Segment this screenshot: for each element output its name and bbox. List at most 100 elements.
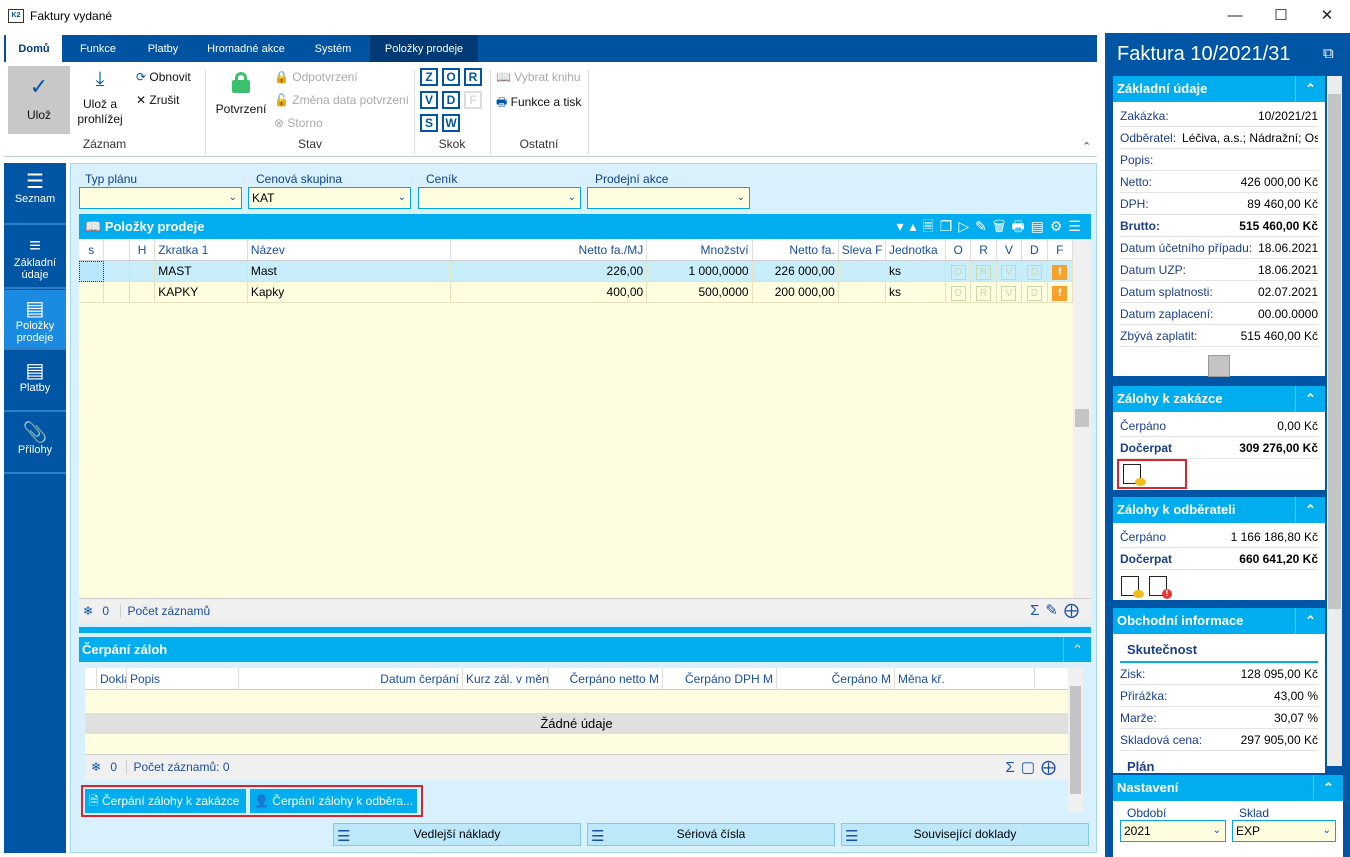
column-header[interactable]: s	[79, 239, 105, 261]
advance-warning-icon[interactable]: !	[1149, 576, 1172, 599]
tab-funkce[interactable]: Funkce	[79, 43, 117, 55]
advance-for-order-button[interactable]: 🗎 Čerpání zálohy k zakázce	[85, 789, 246, 813]
column-header[interactable]: Množství	[647, 239, 753, 261]
flag-v-icon[interactable]: V	[1001, 265, 1017, 280]
snowflake-icon[interactable]: ❄	[91, 760, 102, 774]
column-header[interactable]	[104, 239, 130, 261]
save-and-view-button[interactable]: ⤓ Ulož a prohlížej	[74, 68, 126, 127]
jump-o-button[interactable]: O	[442, 68, 460, 86]
flag-v-icon[interactable]: V	[1001, 286, 1017, 301]
items-grid-scrollbar[interactable]	[1073, 239, 1091, 598]
column-header[interactable]: Jednotka	[886, 239, 946, 261]
column-header[interactable]: O	[946, 239, 972, 261]
column-header[interactable]: Kurz zál. v měně F	[463, 668, 549, 690]
column-header[interactable]: Datum čerpání	[239, 668, 463, 690]
column-header[interactable]: Název	[248, 239, 452, 261]
flag-f-icon[interactable]: f	[1052, 286, 1068, 301]
confirm-button[interactable]: Potvrzení	[210, 72, 272, 116]
functions-print-button[interactable]: 🖶 Funkce a tisk	[496, 93, 581, 114]
grid-toolbar[interactable]: ▾▴🗏❐▷✎🗑🖶▤⚙☰	[896, 218, 1087, 234]
nav-zakladni-udaje[interactable]: ≡ Základní údaje	[4, 227, 66, 289]
souvisejici-doklady-button[interactable]: ☰ Související doklady	[841, 823, 1089, 846]
flag-f-icon[interactable]: f	[1052, 265, 1068, 280]
flag-o-icon[interactable]: O	[950, 286, 966, 301]
jump-z-button[interactable]: Z	[420, 68, 438, 86]
collapse-icon[interactable]: ⌃	[1295, 608, 1325, 634]
jump-d-button[interactable]: D	[442, 91, 460, 109]
advance-coins-icon[interactable]	[1123, 464, 1146, 486]
jump-v-button[interactable]: V	[420, 91, 438, 109]
tab-domu[interactable]: Domů	[6, 35, 62, 62]
advances-scrollbar[interactable]	[1068, 668, 1083, 812]
open-external-icon[interactable]: ⧉	[1323, 45, 1334, 62]
column-header[interactable]: Čerpáno netto M	[549, 668, 663, 690]
panel-scrollbar[interactable]	[1327, 76, 1342, 766]
jump-f-button[interactable]: F	[464, 91, 482, 109]
flag-o-icon[interactable]: O	[950, 265, 966, 280]
column-header[interactable]: Doklad	[97, 668, 127, 690]
tab-system[interactable]: Systém	[314, 43, 352, 55]
column-header[interactable]: V	[997, 239, 1023, 261]
cenik-select[interactable]: ⌄	[418, 187, 581, 209]
cenova-skupina-select[interactable]: KAT ⌄	[248, 187, 411, 209]
flag-d-icon[interactable]: D	[1026, 265, 1042, 280]
column-header[interactable]: Zkratka 1	[155, 239, 248, 261]
footer-tools[interactable]: Σ✎⨁	[1030, 602, 1085, 619]
column-header[interactable]: H	[130, 239, 156, 261]
nav-seznam[interactable]: ☰ Seznam	[4, 163, 66, 225]
advance-for-customer-button[interactable]: 👤 Čerpání zálohy k odběra...	[250, 789, 417, 813]
refresh-button[interactable]: ⟳ Obnovit	[136, 70, 191, 84]
table-row[interactable]: MAST Mast 226,00 1 000,0000 226 000,00 ks O R V D…	[79, 261, 1073, 282]
nav-platby[interactable]: ▤ Platby	[4, 352, 66, 412]
cancel-button[interactable]: ✕ Zrušit	[136, 93, 179, 107]
prodejni-akce-select[interactable]: ⌄	[587, 187, 750, 209]
column-header[interactable]: Netto fa./MJ	[451, 239, 648, 261]
jump-w-button[interactable]: W	[442, 114, 460, 132]
minimize-button[interactable]: —	[1227, 7, 1243, 24]
footer-tools[interactable]: Σ▢⨁	[1005, 759, 1062, 776]
tab-platby[interactable]: Platby	[147, 43, 179, 55]
snowflake-icon[interactable]: ❄	[83, 604, 94, 618]
collapse-icon[interactable]: ⌃	[1063, 637, 1091, 662]
flag-r-icon[interactable]: R	[976, 286, 992, 301]
collapse-icon[interactable]: ⌃	[1295, 497, 1325, 523]
collapse-ribbon-icon[interactable]: ⌃	[1082, 141, 1092, 153]
collapse-icon[interactable]: ⌃	[1295, 76, 1325, 102]
column-header[interactable]: R	[971, 239, 997, 261]
change-confirm-date-button[interactable]: 🔓 Změna data potvrzení	[274, 93, 410, 107]
column-header[interactable]: F	[1048, 239, 1073, 261]
obdobi-select[interactable]: 2021 ⌄	[1120, 820, 1226, 842]
blank-button[interactable]	[1208, 355, 1230, 377]
sklad-select[interactable]: EXP ⌄	[1232, 820, 1336, 842]
nav-polozky-prodeje[interactable]: ▤ Položky prodeje	[4, 290, 66, 350]
seriova-cisla-button[interactable]: ☰ Sériová čísla	[587, 823, 835, 846]
column-header[interactable]: D	[1022, 239, 1048, 261]
column-header[interactable]: Sleva F	[839, 239, 886, 261]
flag-d-icon[interactable]: D	[1026, 286, 1042, 301]
column-header[interactable]: Čerpáno M	[777, 668, 895, 690]
jump-r-button[interactable]: R	[464, 68, 482, 86]
collapse-icon[interactable]: ⌃	[1313, 775, 1343, 801]
storno-button[interactable]: ⊗ Storno	[274, 116, 323, 130]
close-button[interactable]: ✕	[1320, 7, 1334, 24]
column-header[interactable]: Popis	[127, 668, 239, 690]
advance-coins-icon[interactable]	[1121, 576, 1144, 598]
jump-s-button[interactable]: S	[420, 114, 438, 132]
tab-hromadne-akce[interactable]: Hromadné akce	[207, 43, 285, 55]
column-header[interactable]: Čerpáno DPH M	[663, 668, 777, 690]
nav-prilohy[interactable]: 📎 Přílohy	[4, 414, 66, 474]
tab-polozky-prodeje[interactable]: Položky prodeje	[370, 35, 478, 62]
unconfirm-button[interactable]: 🔒 Odpotvrzení	[274, 70, 358, 84]
typ-planu-select[interactable]: ⌄	[79, 187, 242, 209]
column-header[interactable]: Netto fa.	[753, 239, 839, 261]
splitter[interactable]	[79, 627, 1091, 633]
column-header[interactable]: Měna kř.	[895, 668, 1035, 690]
save-button[interactable]: ✓ Ulož	[8, 66, 70, 134]
table-row[interactable]: KAPKY Kapky 400,00 500,0000 200 000,00 ks O R V D…	[79, 282, 1073, 303]
select-book-button[interactable]: 📖 Vybrat knihu	[496, 70, 581, 84]
vedlejsi-naklady-button[interactable]: ☰ Vedlejší náklady	[333, 823, 581, 846]
flag-r-icon[interactable]: R	[976, 265, 992, 280]
maximize-button[interactable]: ☐	[1274, 7, 1288, 24]
collapse-icon[interactable]: ⌃	[1295, 386, 1325, 412]
table-cell	[79, 261, 105, 282]
